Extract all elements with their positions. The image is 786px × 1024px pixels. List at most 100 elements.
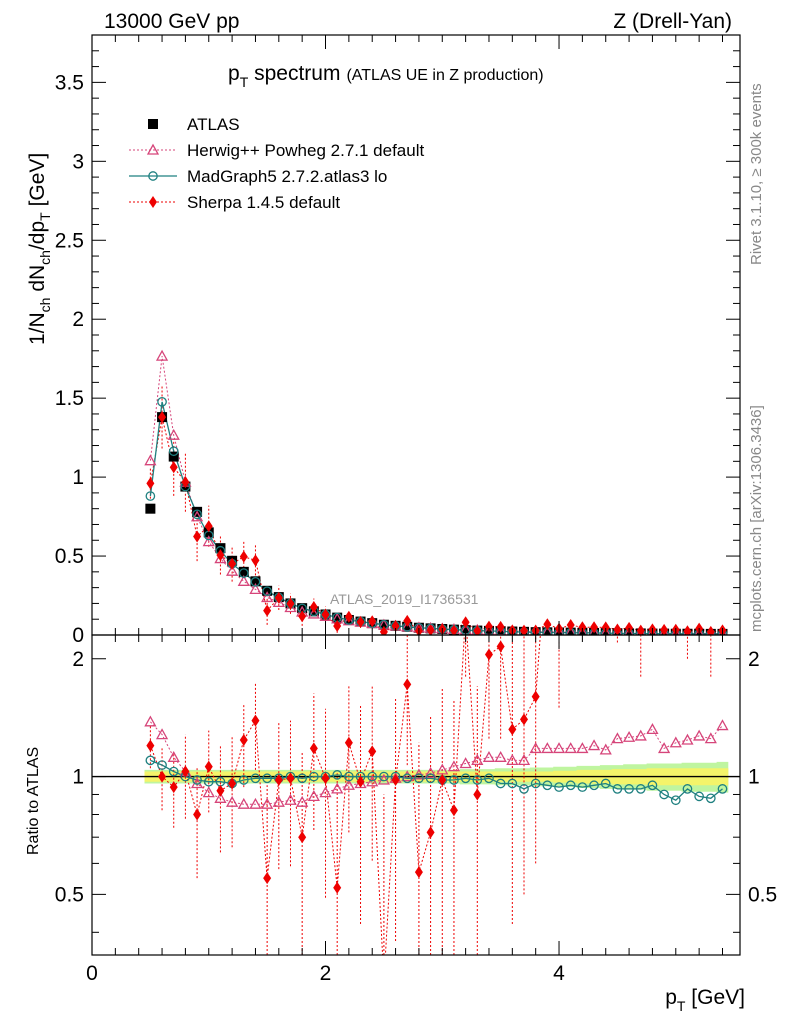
- madgraph-marker: [168, 446, 179, 457]
- madgraph-ratio-marker: [297, 773, 308, 784]
- madgraph-ratio-marker: [145, 755, 156, 766]
- herwig-ratio-marker: [307, 790, 320, 802]
- herwig-ratio-marker: [587, 739, 601, 751]
- madgraph-ratio-marker: [647, 780, 658, 791]
- atlas-data-point: [262, 585, 273, 596]
- title-main: p: [228, 62, 240, 85]
- ratio-y-axis-title: Ratio to ATLAS: [25, 747, 42, 855]
- legend-entry-label: Sherpa 1.4.5 default: [187, 193, 340, 212]
- sherpa-marker: [473, 625, 482, 635]
- herwig-marker: [624, 626, 634, 635]
- sherpa-ratio-marker: [286, 772, 295, 785]
- herwig-ratio-marker: [459, 757, 472, 769]
- sherpa-marker: [461, 616, 470, 629]
- x-tick-label: 0: [86, 962, 98, 985]
- madgraph-marker: [238, 568, 249, 578]
- madgraph-marker: [250, 577, 261, 587]
- herwig-ratio-marker: [716, 719, 729, 731]
- top-y-tick-label: 2.5: [55, 229, 84, 252]
- sherpa-marker: [496, 620, 505, 633]
- sherpa-marker: [566, 619, 575, 632]
- sherpa-marker: [286, 597, 295, 610]
- plot-title: pT spectrum (ATLAS UE in Z production): [228, 62, 544, 90]
- atlas-data-point: [168, 451, 179, 462]
- sherpa-ratio-marker: [228, 777, 237, 790]
- title-main-rest: spectrum: [248, 62, 340, 85]
- sherpa-ratio-marker: [169, 781, 178, 794]
- madgraph-ratio-marker: [203, 776, 214, 787]
- madgraph-ratio-marker: [168, 766, 179, 777]
- herwig-marker: [612, 626, 623, 635]
- madgraph-ratio-marker: [624, 784, 634, 794]
- sherpa-ratio-marker: [344, 736, 353, 749]
- sherpa-marker: [391, 620, 400, 633]
- madgraph-ratio-marker: [635, 784, 646, 794]
- madgraph-ratio-marker: [554, 782, 564, 792]
- sherpa-marker: [484, 620, 493, 633]
- madgraph-ratio-marker: [367, 771, 378, 782]
- madgraph-ratio-marker: [670, 795, 681, 806]
- sherpa-marker: [169, 461, 178, 474]
- sherpa-marker: [193, 530, 202, 543]
- sherpa-marker: [660, 623, 669, 635]
- herwig-ratio-marker: [669, 736, 682, 748]
- herwig-marker: [718, 627, 727, 635]
- atlas-data-point: [332, 612, 343, 623]
- sherpa-ratio-line: [149, 635, 541, 955]
- herwig-ratio-marker: [261, 797, 274, 809]
- top-y-axis-title: 1/Nch dNch/dpT [GeV]: [26, 153, 53, 345]
- herwig-marker: [214, 552, 227, 564]
- x-axis-title: pT [GeV]: [665, 986, 745, 1014]
- sherpa-ratio-marker: [251, 714, 260, 727]
- herwig-marker: [155, 349, 169, 361]
- herwig-ratio-marker: [564, 742, 577, 754]
- herwig-marker: [659, 626, 669, 635]
- analysis-watermark: ATLAS_2019_I1736531: [330, 591, 479, 607]
- herwig-ratio-marker: [622, 730, 636, 742]
- sherpa-ratio-marker: [473, 788, 482, 801]
- madgraph-marker: [262, 586, 272, 597]
- sherpa-ratio-marker: [438, 773, 447, 786]
- madgraph-ratio-marker: [449, 775, 459, 785]
- top-y-tick-label: 2: [72, 308, 84, 331]
- sherpa-marker: [274, 591, 283, 604]
- herwig-ratio-marker: [658, 742, 671, 754]
- herwig-ratio-marker: [167, 750, 180, 762]
- madgraph-ratio-marker: [402, 773, 413, 784]
- sherpa-ratio-marker: [193, 808, 202, 821]
- herwig-ratio-marker: [611, 732, 624, 744]
- herwig-ratio-marker: [541, 742, 554, 754]
- ratio-y-tick-label-right: 0.5: [748, 883, 777, 906]
- legend-sherpa-marker: [149, 196, 157, 208]
- madgraph-ratio-marker: [682, 784, 693, 794]
- madgraph-ratio-marker: [589, 780, 599, 791]
- sherpa-marker: [683, 625, 692, 635]
- herwig-ratio-marker: [144, 715, 157, 727]
- sherpa-ratio-marker: [204, 760, 213, 773]
- sherpa-marker: [356, 615, 365, 628]
- mcplots-label: mcplots.cern.ch [arXiv:1306.3436]: [748, 405, 765, 632]
- herwig-ratio-marker: [506, 754, 519, 766]
- herwig-marker: [600, 626, 611, 635]
- sherpa-marker: [158, 411, 167, 424]
- herwig-marker: [167, 428, 180, 440]
- herwig-marker: [553, 625, 565, 635]
- sherpa-ratio-marker: [484, 648, 493, 661]
- herwig-ratio-marker: [226, 795, 239, 807]
- sherpa-ratio-marker: [298, 831, 307, 844]
- top-y-tick-label: 0: [72, 624, 84, 647]
- legend-atlas-marker: [148, 119, 158, 129]
- sherpa-ratio-marker: [403, 678, 412, 691]
- herwig-marker: [202, 535, 215, 547]
- sherpa-ratio-marker: [449, 804, 458, 817]
- madgraph-ratio-marker: [484, 773, 494, 784]
- herwig-marker: [249, 583, 262, 595]
- herwig-ratio-marker: [331, 782, 344, 794]
- herwig-ratio-marker: [319, 786, 332, 798]
- herwig-ratio-marker: [494, 750, 507, 762]
- sherpa-ratio-marker: [239, 734, 248, 747]
- atlas-data-point: [378, 619, 389, 630]
- herwig-marker: [272, 596, 285, 608]
- herwig-marker: [307, 607, 320, 619]
- herwig-ratio-marker: [424, 766, 437, 778]
